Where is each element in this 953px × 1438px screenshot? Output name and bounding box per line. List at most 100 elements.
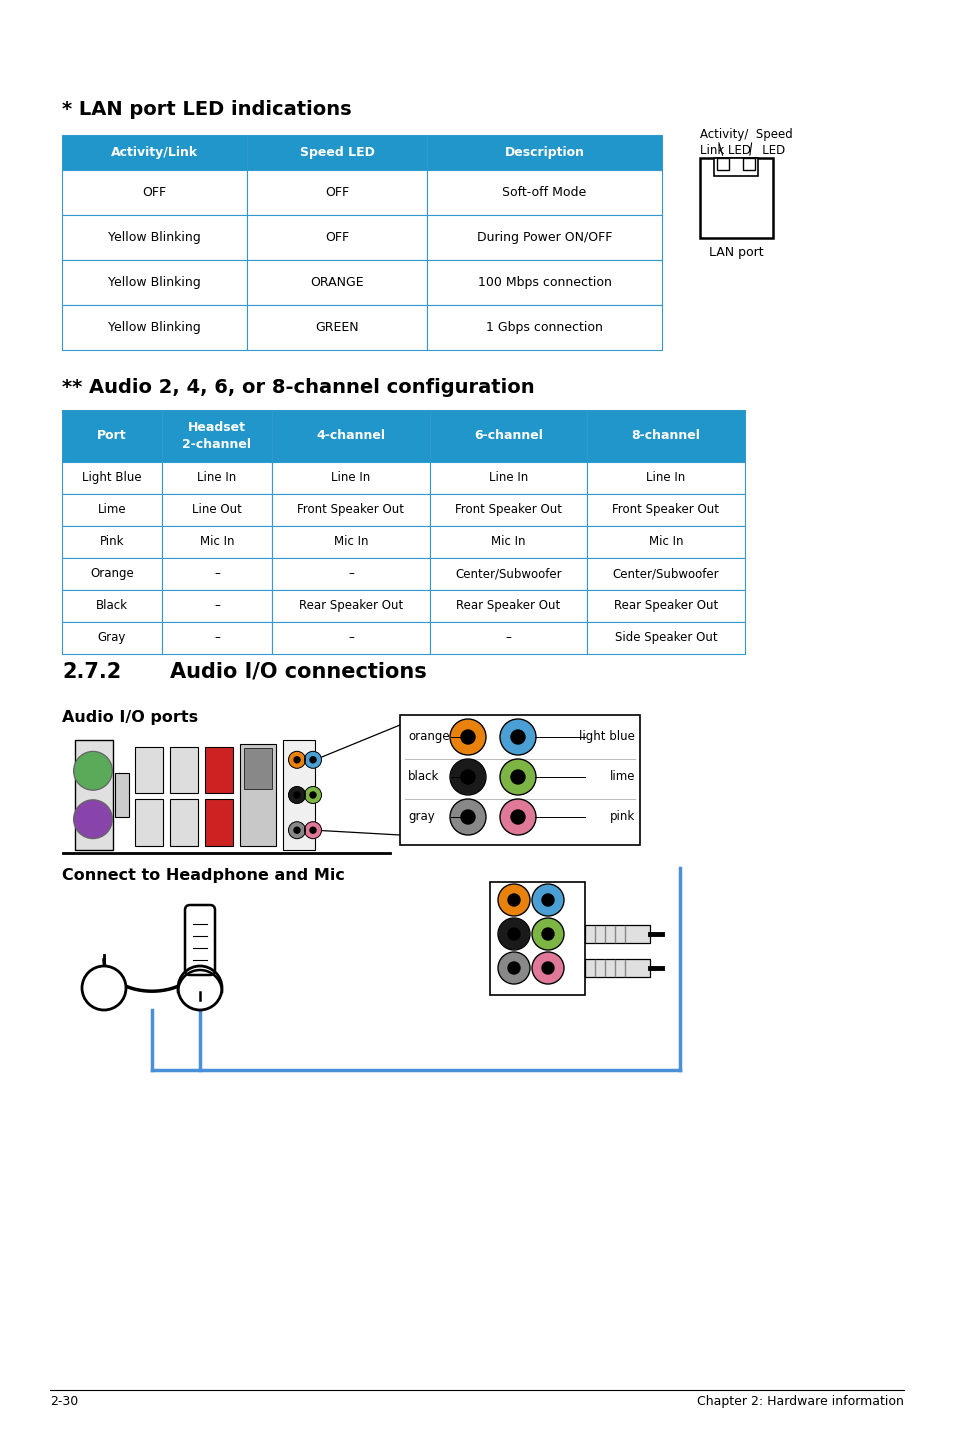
- Bar: [162, 590, 272, 623]
- Text: –: –: [213, 600, 220, 613]
- Bar: [162, 526, 272, 558]
- Circle shape: [75, 801, 111, 837]
- Bar: [62, 526, 162, 558]
- Bar: [586, 623, 744, 654]
- Bar: [272, 590, 430, 623]
- Bar: [115, 774, 129, 817]
- Bar: [586, 526, 744, 558]
- Circle shape: [533, 884, 562, 915]
- Text: Side Speaker Out: Side Speaker Out: [614, 631, 717, 644]
- Text: Center/Subwoofer: Center/Subwoofer: [612, 568, 719, 581]
- Text: black: black: [408, 771, 439, 784]
- Bar: [205, 800, 233, 846]
- Bar: [427, 170, 661, 216]
- Text: gray: gray: [408, 811, 435, 824]
- Bar: [62, 623, 162, 654]
- Text: Yellow Blinking: Yellow Blinking: [108, 232, 201, 244]
- Text: Black: Black: [96, 600, 128, 613]
- Bar: [170, 800, 198, 846]
- Circle shape: [178, 966, 222, 1009]
- Circle shape: [451, 720, 484, 754]
- Text: Rear Speaker Out: Rear Speaker Out: [298, 600, 403, 613]
- Circle shape: [305, 752, 320, 768]
- Bar: [62, 135, 247, 170]
- Bar: [586, 462, 744, 495]
- Text: Yellow Blinking: Yellow Blinking: [108, 276, 201, 289]
- Text: Soft-off Mode: Soft-off Mode: [502, 186, 586, 198]
- Text: –: –: [348, 568, 354, 581]
- Text: During Power ON/OFF: During Power ON/OFF: [476, 232, 612, 244]
- Circle shape: [498, 953, 529, 984]
- Text: Activity/Link: Activity/Link: [111, 147, 198, 160]
- Bar: [62, 305, 247, 349]
- Bar: [62, 590, 162, 623]
- Bar: [162, 495, 272, 526]
- FancyBboxPatch shape: [584, 925, 649, 943]
- Circle shape: [533, 919, 562, 949]
- Text: ORANGE: ORANGE: [310, 276, 363, 289]
- Bar: [170, 746, 198, 792]
- Bar: [430, 495, 586, 526]
- Text: Rear Speaker Out: Rear Speaker Out: [613, 600, 718, 613]
- Text: LAN port: LAN port: [708, 246, 763, 259]
- Text: 1 Gbps connection: 1 Gbps connection: [485, 321, 602, 334]
- Text: 100 Mbps connection: 100 Mbps connection: [477, 276, 611, 289]
- Text: OFF: OFF: [325, 232, 349, 244]
- Circle shape: [460, 731, 475, 743]
- Text: orange: orange: [408, 731, 449, 743]
- Bar: [240, 743, 275, 846]
- Text: Headset
2-channel: Headset 2-channel: [182, 421, 252, 452]
- Bar: [272, 623, 430, 654]
- Text: Mic In: Mic In: [334, 535, 368, 548]
- Bar: [272, 462, 430, 495]
- Circle shape: [533, 953, 562, 984]
- Circle shape: [511, 769, 524, 784]
- Text: pink: pink: [609, 811, 635, 824]
- Bar: [247, 135, 427, 170]
- Text: –: –: [505, 631, 511, 644]
- Bar: [714, 158, 758, 175]
- Text: Port: Port: [97, 430, 127, 443]
- Circle shape: [451, 800, 484, 834]
- Circle shape: [460, 810, 475, 824]
- Bar: [430, 526, 586, 558]
- Circle shape: [507, 962, 519, 974]
- Text: lime: lime: [609, 771, 635, 784]
- Text: 2-30: 2-30: [50, 1395, 78, 1408]
- Bar: [62, 558, 162, 590]
- Bar: [272, 410, 430, 462]
- Bar: [272, 495, 430, 526]
- Bar: [430, 623, 586, 654]
- Text: Front Speaker Out: Front Speaker Out: [297, 503, 404, 516]
- Bar: [62, 216, 247, 260]
- Bar: [247, 305, 427, 349]
- Bar: [247, 260, 427, 305]
- Circle shape: [500, 800, 535, 834]
- Bar: [586, 495, 744, 526]
- Bar: [62, 260, 247, 305]
- Circle shape: [310, 827, 315, 833]
- Bar: [272, 526, 430, 558]
- Text: Line Out: Line Out: [192, 503, 242, 516]
- Bar: [244, 748, 272, 789]
- Text: ** Audio 2, 4, 6, or 8-channel configuration: ** Audio 2, 4, 6, or 8-channel configura…: [62, 378, 534, 397]
- Text: –: –: [348, 631, 354, 644]
- Text: Chapter 2: Hardware information: Chapter 2: Hardware information: [697, 1395, 903, 1408]
- Circle shape: [289, 752, 305, 768]
- Text: 2.7.2: 2.7.2: [62, 661, 121, 682]
- Bar: [427, 260, 661, 305]
- Bar: [75, 741, 112, 850]
- Text: Link LED   LED: Link LED LED: [700, 144, 784, 157]
- Text: Yellow Blinking: Yellow Blinking: [108, 321, 201, 334]
- Bar: [272, 558, 430, 590]
- Text: Line In: Line In: [488, 472, 528, 485]
- Bar: [427, 135, 661, 170]
- Bar: [162, 623, 272, 654]
- Circle shape: [541, 928, 554, 940]
- Text: Light Blue: Light Blue: [82, 472, 142, 485]
- Bar: [62, 462, 162, 495]
- Circle shape: [460, 769, 475, 784]
- Circle shape: [451, 761, 484, 794]
- Bar: [135, 746, 163, 792]
- Bar: [430, 558, 586, 590]
